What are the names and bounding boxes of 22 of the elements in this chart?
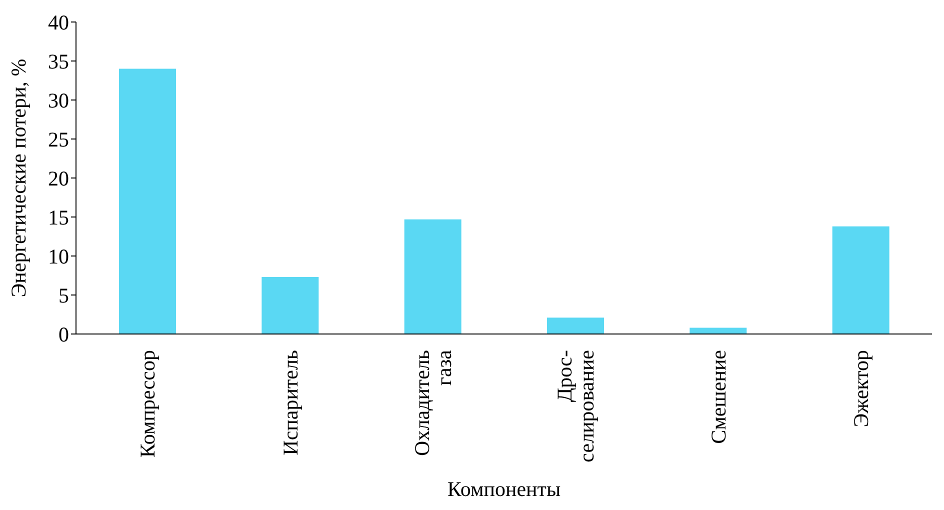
y-tick-label: 25 xyxy=(48,127,69,152)
bar xyxy=(547,318,604,334)
y-axis-title: Энергетические потери, % xyxy=(6,58,30,298)
x-tick-label: Компрессор xyxy=(136,350,160,458)
y-tick-label: 35 xyxy=(48,49,69,74)
x-tick-label: Эжектор xyxy=(849,350,874,428)
x-tick-label: Смешение xyxy=(706,350,730,444)
y-tick-label: 40 xyxy=(48,10,69,34)
bar xyxy=(262,277,319,334)
y-tick-label: 5 xyxy=(58,283,69,308)
x-axis-title: Компоненты xyxy=(447,477,561,501)
y-tick-label: 10 xyxy=(48,244,69,268)
y-tick-label: 30 xyxy=(48,88,69,112)
y-tick-label: 0 xyxy=(58,322,69,346)
x-tick-label: Испаритель xyxy=(278,350,302,456)
y-tick-label: 20 xyxy=(48,166,69,190)
bar xyxy=(832,226,890,334)
y-tick-label: 15 xyxy=(48,205,69,230)
bar xyxy=(119,68,176,334)
bar xyxy=(404,219,462,334)
x-tick-label: Дрос- селирование xyxy=(552,350,599,462)
x-tick-label: Охладитель газа xyxy=(410,349,456,456)
